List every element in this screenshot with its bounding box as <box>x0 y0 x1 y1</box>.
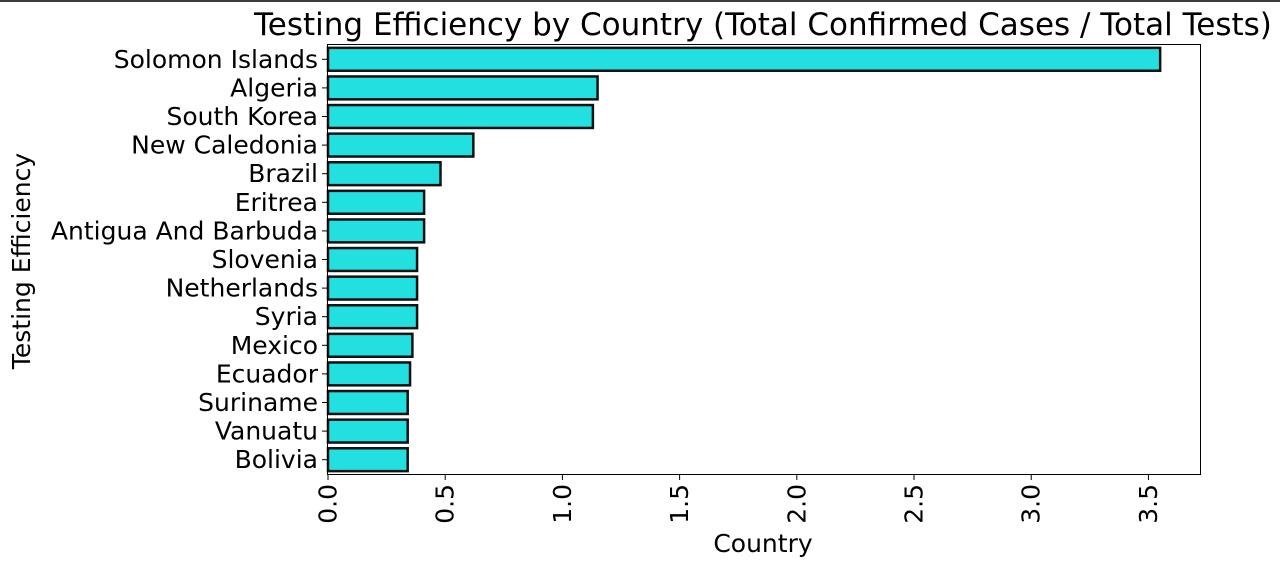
plot-area-frame <box>327 44 1201 475</box>
y-axis-label: Testing Efficiency <box>7 153 36 370</box>
x-tick-label: 3.5 <box>1134 484 1163 524</box>
x-tick-label: 0.5 <box>431 484 460 524</box>
category-label: South Korea <box>167 102 318 131</box>
x-tick-label: 2.0 <box>782 484 811 524</box>
bar <box>326 418 409 444</box>
category-label: Antigua And Barbuda <box>51 216 318 245</box>
bar <box>326 46 1162 72</box>
x-tick-label: 1.5 <box>665 484 694 524</box>
category-label: Brazil <box>248 159 318 188</box>
bar <box>326 189 426 215</box>
bar <box>326 304 419 330</box>
x-tick-label: 2.5 <box>900 484 929 524</box>
bar <box>326 103 595 130</box>
category-label: Ecuador <box>216 359 319 388</box>
category-label: Eritrea <box>235 188 318 217</box>
bar <box>326 275 419 301</box>
bar <box>326 218 426 244</box>
category-label: Suriname <box>198 388 318 417</box>
x-tick-label: 1.0 <box>548 484 577 524</box>
bar <box>326 332 414 358</box>
category-label: Slovenia <box>212 245 318 274</box>
bar <box>326 361 412 387</box>
category-label: Algeria <box>230 73 318 102</box>
bar <box>326 246 419 273</box>
category-label: Netherlands <box>166 274 318 303</box>
category-label: Syria <box>255 302 318 331</box>
top-border-strip <box>0 0 1280 2</box>
bar <box>326 132 475 158</box>
bar <box>326 161 442 187</box>
bar <box>326 75 599 101</box>
chart-title: Testing Efficiency by Country (Total Con… <box>253 7 1272 43</box>
x-tick-label: 0.0 <box>314 484 343 524</box>
category-label: Mexico <box>231 331 318 360</box>
x-axis-label: Country <box>713 529 813 558</box>
x-tick-label: 3.0 <box>1017 484 1046 524</box>
bar <box>326 447 409 473</box>
category-label: New Caledonia <box>131 131 318 160</box>
category-label: Solomon Islands <box>114 45 318 74</box>
bars-layer <box>326 46 1162 473</box>
bar <box>326 389 409 416</box>
x-ticks-layer: 0.0 0.5 1.0 1.5 2.0 2.5 3.0 3.5 <box>314 474 1163 524</box>
category-label: Vanuatu <box>215 417 318 446</box>
category-label: Bolivia <box>235 445 318 474</box>
